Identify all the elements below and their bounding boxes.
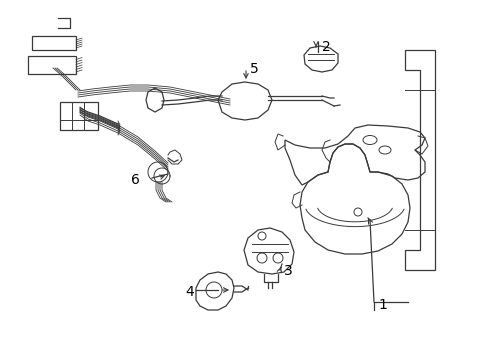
Text: 4: 4 bbox=[185, 285, 194, 299]
Bar bbox=[60, 102, 98, 130]
Bar bbox=[28, 56, 76, 74]
Text: 3: 3 bbox=[284, 264, 292, 278]
Text: 6: 6 bbox=[131, 173, 140, 187]
Text: 5: 5 bbox=[249, 62, 258, 76]
Bar bbox=[32, 36, 76, 50]
Text: 1: 1 bbox=[377, 298, 386, 312]
Text: 2: 2 bbox=[321, 40, 330, 54]
